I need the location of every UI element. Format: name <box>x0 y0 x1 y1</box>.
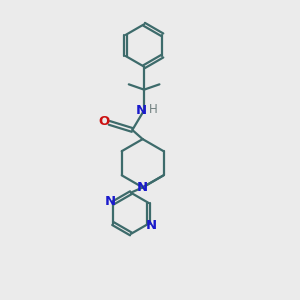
Text: N: N <box>146 219 157 232</box>
Text: N: N <box>136 104 147 117</box>
Text: N: N <box>104 195 116 208</box>
Text: H: H <box>149 103 158 116</box>
Text: N: N <box>137 181 148 194</box>
Text: O: O <box>98 115 110 128</box>
